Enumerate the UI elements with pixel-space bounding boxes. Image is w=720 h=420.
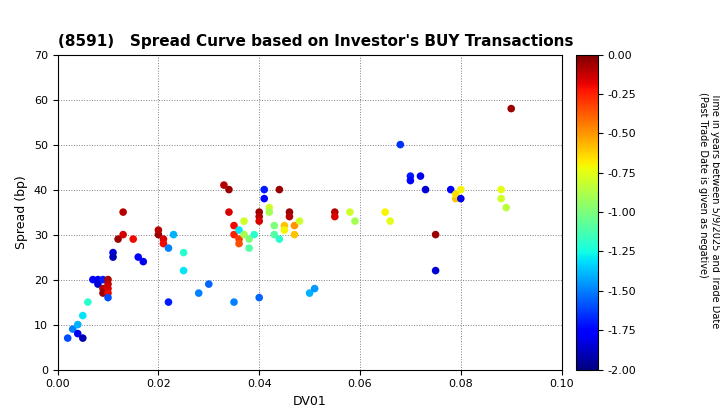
Point bbox=[253, 218, 265, 224]
Point bbox=[97, 290, 109, 297]
Point bbox=[72, 330, 84, 337]
Point bbox=[415, 173, 426, 179]
Point bbox=[178, 249, 189, 256]
Point bbox=[289, 222, 300, 229]
Point bbox=[344, 209, 356, 215]
Point bbox=[92, 281, 104, 287]
Point bbox=[274, 236, 285, 242]
Point bbox=[203, 281, 215, 287]
Point bbox=[87, 276, 99, 283]
Point bbox=[269, 231, 280, 238]
Text: Time in years between 5/9/2025 and Trade Date
(Past Trade Date is given as negat: Time in years between 5/9/2025 and Trade… bbox=[698, 92, 720, 328]
Point bbox=[163, 299, 174, 305]
Point bbox=[258, 195, 270, 202]
Point bbox=[218, 182, 230, 189]
Point bbox=[253, 209, 265, 215]
Point bbox=[430, 267, 441, 274]
Point bbox=[264, 204, 275, 211]
Point bbox=[384, 218, 396, 224]
Point bbox=[495, 195, 507, 202]
Point bbox=[67, 326, 78, 333]
Point bbox=[132, 254, 144, 260]
Point bbox=[233, 227, 245, 234]
Point bbox=[102, 285, 114, 292]
Point bbox=[77, 312, 89, 319]
Point bbox=[107, 254, 119, 260]
Point bbox=[228, 299, 240, 305]
Point bbox=[395, 141, 406, 148]
Point bbox=[168, 231, 179, 238]
Point bbox=[82, 299, 94, 305]
Point bbox=[153, 231, 164, 238]
Point bbox=[304, 290, 315, 297]
Point bbox=[163, 245, 174, 252]
Point bbox=[264, 209, 275, 215]
Point bbox=[253, 294, 265, 301]
Point bbox=[329, 209, 341, 215]
Point bbox=[505, 105, 517, 112]
Point bbox=[102, 290, 114, 297]
Point bbox=[112, 236, 124, 242]
Point bbox=[117, 231, 129, 238]
Point bbox=[349, 218, 361, 224]
Point bbox=[274, 186, 285, 193]
Point bbox=[269, 222, 280, 229]
Point bbox=[102, 276, 114, 283]
Point bbox=[279, 222, 290, 229]
Point bbox=[223, 186, 235, 193]
Point bbox=[243, 236, 255, 242]
Point bbox=[450, 195, 462, 202]
Point bbox=[284, 213, 295, 220]
Point bbox=[223, 209, 235, 215]
Point bbox=[445, 186, 456, 193]
Point bbox=[228, 222, 240, 229]
Point bbox=[77, 335, 89, 341]
Point bbox=[279, 227, 290, 234]
Point bbox=[284, 209, 295, 215]
Point bbox=[405, 177, 416, 184]
Point bbox=[258, 186, 270, 193]
Point bbox=[233, 236, 245, 242]
Y-axis label: Spread (bp): Spread (bp) bbox=[15, 175, 28, 249]
Point bbox=[62, 335, 73, 341]
Point bbox=[248, 231, 260, 238]
Point bbox=[243, 245, 255, 252]
Point bbox=[117, 209, 129, 215]
X-axis label: DV01: DV01 bbox=[293, 395, 326, 408]
Point bbox=[294, 218, 305, 224]
Point bbox=[329, 213, 341, 220]
Point bbox=[107, 249, 119, 256]
Point bbox=[158, 240, 169, 247]
Point bbox=[72, 321, 84, 328]
Point bbox=[153, 227, 164, 234]
Point bbox=[455, 186, 467, 193]
Point bbox=[379, 209, 391, 215]
Point bbox=[97, 276, 109, 283]
Point bbox=[430, 231, 441, 238]
Point bbox=[420, 186, 431, 193]
Point bbox=[158, 236, 169, 242]
Point bbox=[238, 231, 250, 238]
Point bbox=[102, 294, 114, 301]
Point bbox=[405, 173, 416, 179]
Point bbox=[138, 258, 149, 265]
Point bbox=[97, 285, 109, 292]
Point bbox=[102, 281, 114, 287]
Point bbox=[178, 267, 189, 274]
Point bbox=[127, 236, 139, 242]
Point bbox=[238, 218, 250, 224]
Point bbox=[495, 186, 507, 193]
Point bbox=[309, 285, 320, 292]
Point bbox=[193, 290, 204, 297]
Point bbox=[228, 231, 240, 238]
Point bbox=[253, 213, 265, 220]
Point bbox=[455, 195, 467, 202]
Point bbox=[289, 231, 300, 238]
Point bbox=[233, 240, 245, 247]
Point bbox=[500, 204, 512, 211]
Point bbox=[450, 191, 462, 197]
Text: (8591)   Spread Curve based on Investor's BUY Transactions: (8591) Spread Curve based on Investor's … bbox=[58, 34, 573, 49]
Point bbox=[92, 276, 104, 283]
